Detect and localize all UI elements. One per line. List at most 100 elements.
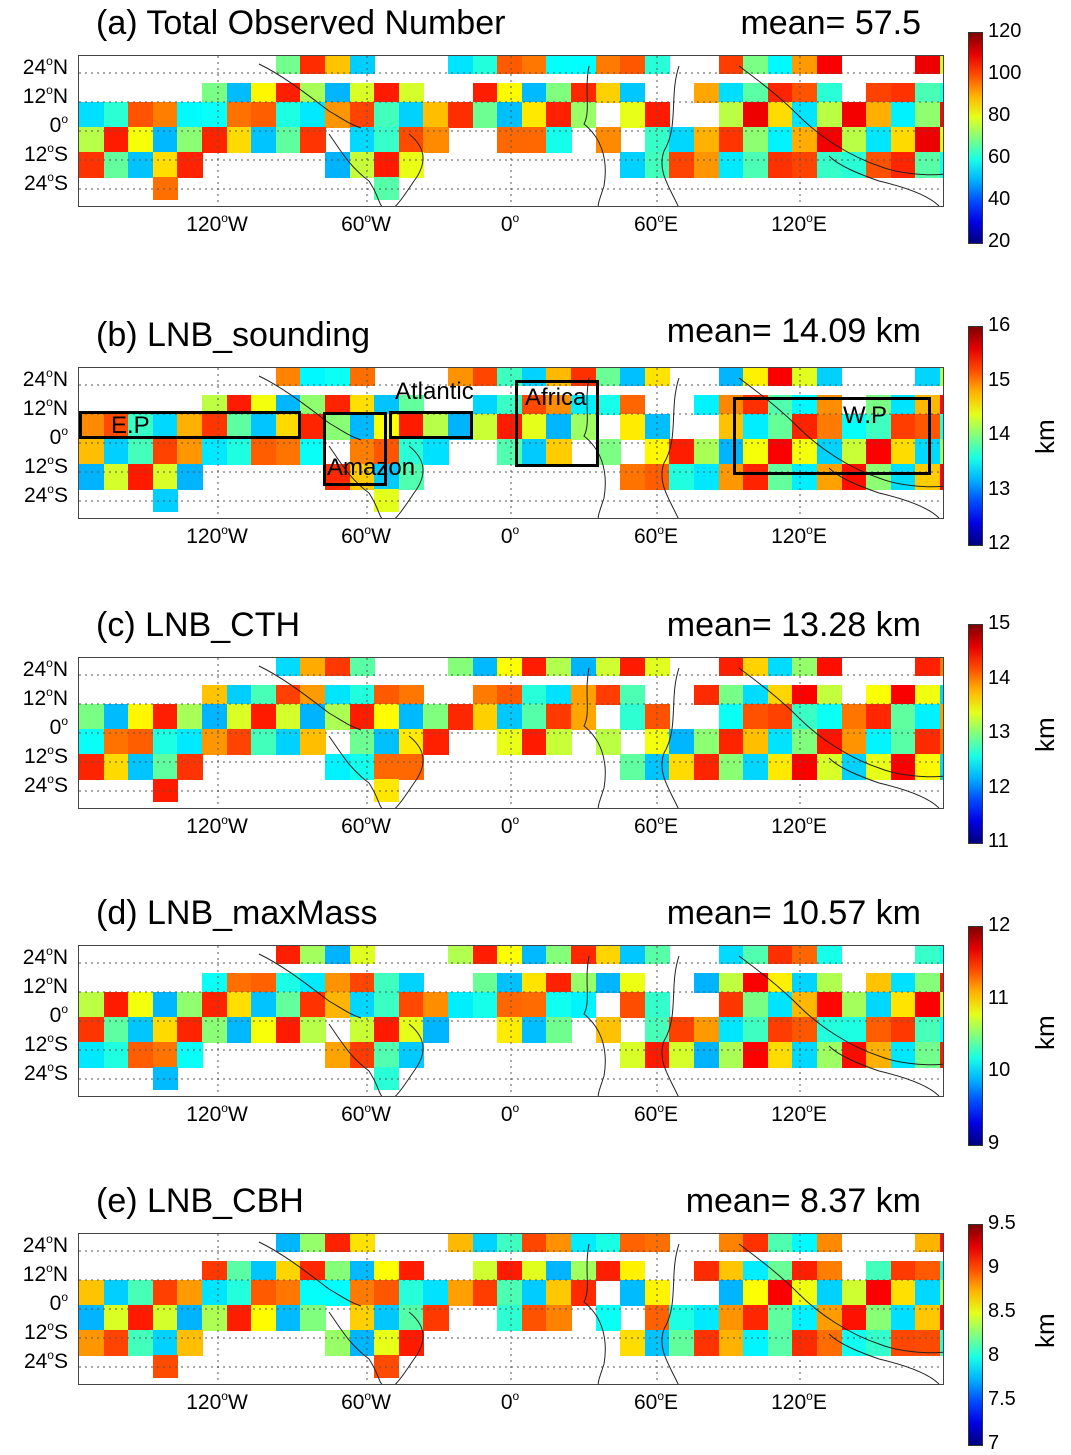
grid-cell	[472, 685, 498, 705]
longitude-label: 60oE	[633, 1101, 679, 1126]
grid-cell	[152, 1305, 178, 1331]
grid-cell	[841, 464, 867, 490]
grid-cell	[890, 704, 916, 730]
grid-cell	[767, 1042, 793, 1068]
grid-cell	[743, 1234, 769, 1252]
grid-cell	[472, 414, 498, 440]
grid-cell	[743, 368, 769, 386]
grid-cell	[546, 1280, 572, 1306]
latitude-label: 0o	[49, 112, 68, 137]
grid-cell	[571, 658, 597, 676]
grid-cell	[374, 152, 400, 178]
grid-cell	[915, 992, 941, 1018]
grid-cell	[521, 1261, 547, 1281]
grid-cell	[423, 1280, 449, 1306]
grid-cell	[620, 754, 646, 780]
grid-cell	[202, 414, 228, 440]
grid-cell	[325, 992, 351, 1018]
grid-cell	[571, 102, 597, 128]
grid-cell	[152, 729, 178, 755]
grid-cell	[448, 946, 474, 964]
grid-cell	[152, 1067, 178, 1090]
grid-cell	[841, 992, 867, 1018]
grid-cell	[423, 704, 449, 730]
grid-cell	[521, 946, 547, 964]
grid-cell	[398, 439, 424, 465]
coastline	[828, 467, 940, 518]
grid-cell	[152, 102, 178, 128]
grid-cell	[940, 1042, 943, 1068]
grid-cell	[300, 102, 326, 128]
grid-cell	[767, 152, 793, 178]
grid-cell	[890, 439, 916, 465]
coastline	[583, 955, 606, 1096]
grid-cell	[275, 56, 301, 74]
grid-cell	[472, 992, 498, 1018]
grid-cell	[374, 177, 400, 200]
grid-cell	[571, 1280, 597, 1306]
grid-cell	[644, 658, 670, 676]
grid-cell	[792, 83, 818, 103]
coastline	[738, 667, 943, 778]
grid-cell	[472, 658, 498, 676]
longitude-label: 0o	[500, 1101, 520, 1126]
grid-cell	[349, 946, 375, 964]
grid-cell	[374, 1280, 400, 1306]
longitude-label: 60oE	[633, 813, 679, 838]
grid-cell	[300, 439, 326, 465]
grid-cell	[448, 1234, 474, 1252]
grid-cell	[915, 1330, 941, 1356]
grid-cell	[325, 83, 351, 103]
grid-cell	[841, 754, 867, 780]
grid-cell	[817, 704, 843, 730]
longitude-label: 0o	[500, 813, 520, 838]
grid-cell	[767, 56, 793, 74]
grid-cell	[743, 946, 769, 964]
grid-cell	[300, 83, 326, 103]
grid-cell	[792, 127, 818, 153]
grid-cell	[398, 704, 424, 730]
grid-cell	[398, 1042, 424, 1068]
panel-c: (c) LNB_CTH mean= 13.28 km km 24oN 12oN 0o…	[0, 602, 1071, 892]
grid-cell	[890, 1261, 916, 1281]
grid-cell	[275, 395, 301, 415]
grid-cell	[718, 56, 744, 74]
grid-cell	[152, 1330, 178, 1356]
grid-cell	[841, 414, 867, 440]
grid-cell	[940, 973, 943, 993]
grid-cell	[792, 1305, 818, 1331]
grid-cell	[817, 1234, 843, 1252]
grid-cell	[890, 1017, 916, 1043]
grid-cell	[743, 102, 769, 128]
grid-cell	[398, 754, 424, 780]
grid-cell	[423, 414, 449, 440]
coastline	[328, 735, 383, 808]
grid-cell	[325, 754, 351, 780]
panel-d: (d) LNB_maxMass mean= 10.57 km km 24oN 12…	[0, 890, 1071, 1180]
grid-cell	[497, 1261, 523, 1281]
grid-cell	[890, 102, 916, 128]
grid-cell	[226, 685, 252, 705]
grid-cell	[694, 152, 720, 178]
coastline	[828, 757, 940, 808]
grid-cell	[226, 1261, 252, 1281]
grid-cell	[128, 152, 154, 178]
grid-cell	[792, 1330, 818, 1356]
grid-cell	[546, 1261, 572, 1281]
grid-cell	[251, 414, 277, 440]
grid-cell	[644, 1234, 670, 1252]
grid-cell	[275, 83, 301, 103]
grid-cell	[79, 102, 105, 128]
grid-cell	[325, 973, 351, 993]
grid-cell	[374, 1067, 400, 1090]
panel-a: (a) Total Observed Number mean= 57.5 24o…	[0, 0, 1071, 290]
grid-cell	[472, 1261, 498, 1281]
grid-cell	[275, 685, 301, 705]
grid-cell	[620, 658, 646, 676]
grid-cell	[792, 973, 818, 993]
region-label: Atlantic	[395, 378, 474, 405]
colorbar-tick-label: 12	[988, 532, 1011, 554]
grid-cell	[743, 754, 769, 780]
grid-cell	[718, 1280, 744, 1306]
longitude-label: 120oW	[186, 813, 248, 838]
